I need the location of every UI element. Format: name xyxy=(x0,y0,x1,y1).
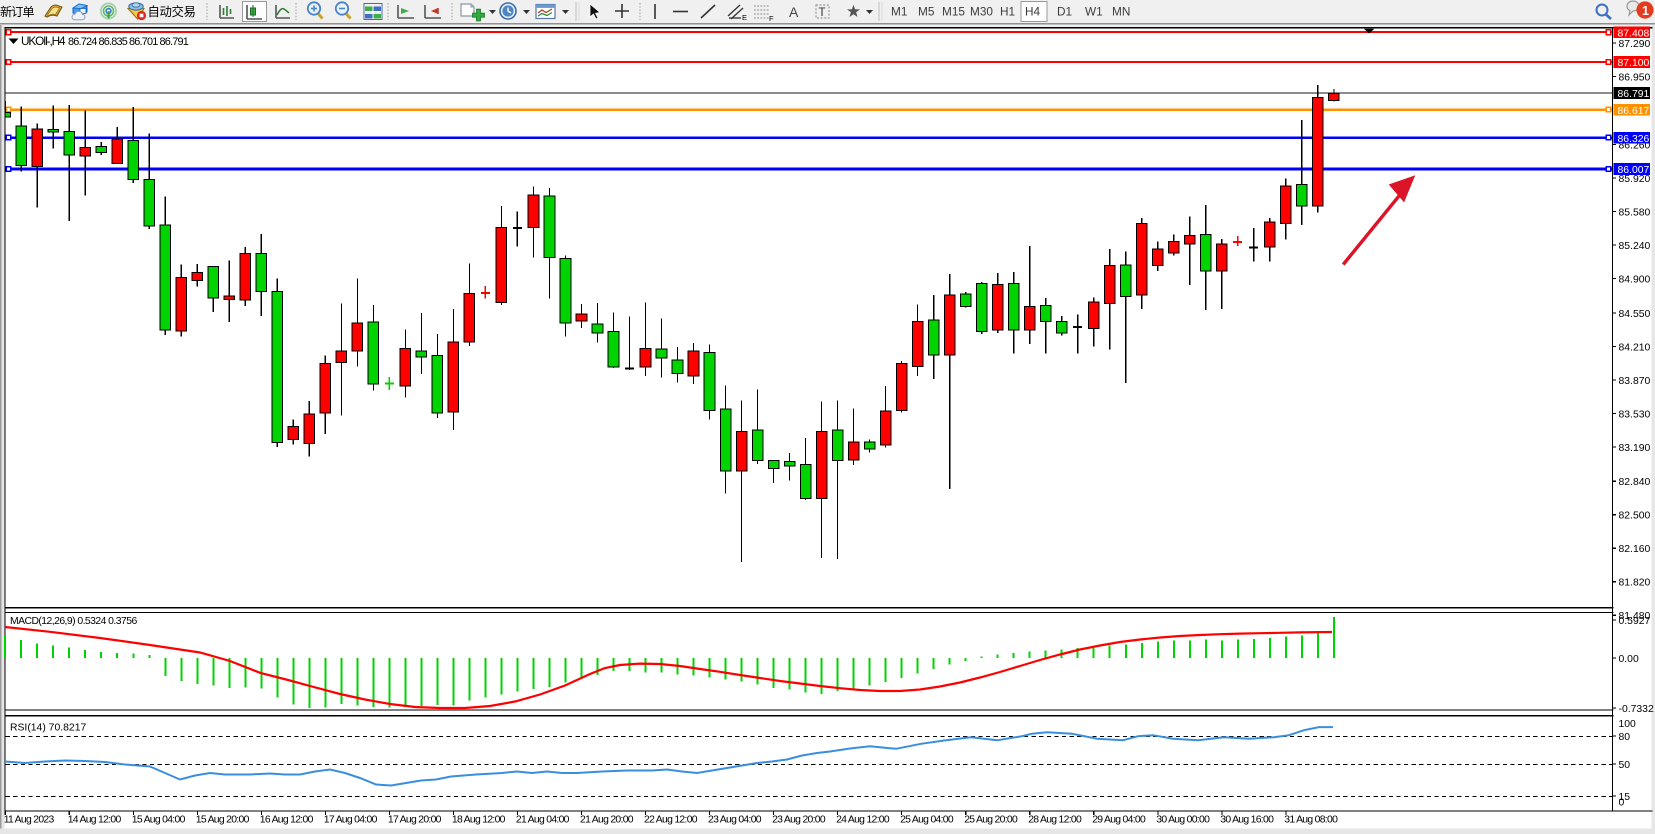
svg-text:81.480: 81.480 xyxy=(1619,611,1651,622)
svg-text:80: 80 xyxy=(1619,732,1631,743)
svg-text:31 Aug 08:00: 31 Aug 08:00 xyxy=(1284,815,1338,826)
svg-text:86.007: 86.007 xyxy=(1618,165,1650,176)
svg-text:0: 0 xyxy=(1619,798,1625,809)
svg-text:11 Aug 2023: 11 Aug 2023 xyxy=(4,815,55,826)
svg-text:MN: MN xyxy=(1112,5,1130,19)
svg-text:15: 15 xyxy=(1619,792,1631,803)
svg-text:50: 50 xyxy=(1619,760,1631,771)
svg-text:85.580: 85.580 xyxy=(1619,207,1651,218)
svg-text:86.326: 86.326 xyxy=(1618,134,1650,145)
svg-text:M30: M30 xyxy=(970,5,993,19)
svg-text:-0.7332: -0.7332 xyxy=(1619,704,1654,715)
svg-text:85.920: 85.920 xyxy=(1619,174,1651,185)
svg-text:H1: H1 xyxy=(1000,5,1015,19)
svg-text:87.100: 87.100 xyxy=(1618,58,1650,69)
svg-text:UKOIl-,H4: UKOIl-,H4 xyxy=(21,34,66,48)
svg-text:86.617: 86.617 xyxy=(1618,106,1650,117)
svg-text:83.870: 83.870 xyxy=(1619,376,1651,387)
svg-text:25 Aug 20:00: 25 Aug 20:00 xyxy=(964,815,1018,826)
svg-text:86.791: 86.791 xyxy=(1618,89,1650,100)
svg-text:84.550: 84.550 xyxy=(1619,309,1651,320)
svg-text:17 Aug 04:00: 17 Aug 04:00 xyxy=(324,815,378,826)
svg-text:82.840: 82.840 xyxy=(1619,477,1651,488)
svg-text:15 Aug 04:00: 15 Aug 04:00 xyxy=(132,815,186,826)
svg-text:30 Aug 16:00: 30 Aug 16:00 xyxy=(1220,815,1274,826)
svg-text:M1: M1 xyxy=(891,5,907,19)
svg-text:82.160: 82.160 xyxy=(1619,544,1651,555)
svg-text:87.290: 87.290 xyxy=(1619,39,1651,50)
svg-text:D1: D1 xyxy=(1057,5,1072,19)
svg-text:29 Aug 04:00: 29 Aug 04:00 xyxy=(1092,815,1146,826)
svg-text:新订单: 新订单 xyxy=(0,4,34,19)
svg-text:M15: M15 xyxy=(942,5,965,19)
svg-text:H4: H4 xyxy=(1025,5,1041,19)
svg-text:RSI(14) 70.8217: RSI(14) 70.8217 xyxy=(10,723,86,734)
svg-text:22 Aug 12:00: 22 Aug 12:00 xyxy=(644,815,698,826)
svg-text:21 Aug 20:00: 21 Aug 20:00 xyxy=(580,815,634,826)
svg-text:A: A xyxy=(789,4,799,20)
svg-text:0.00: 0.00 xyxy=(1619,654,1639,665)
svg-text:30 Aug 00:00: 30 Aug 00:00 xyxy=(1156,815,1210,826)
svg-text:17 Aug 20:00: 17 Aug 20:00 xyxy=(388,815,442,826)
svg-text:85.240: 85.240 xyxy=(1619,241,1651,252)
svg-text:1: 1 xyxy=(1642,4,1649,18)
svg-text:83.530: 83.530 xyxy=(1619,409,1651,420)
svg-text:81.820: 81.820 xyxy=(1619,578,1651,589)
svg-text:25 Aug 04:00: 25 Aug 04:00 xyxy=(900,815,954,826)
svg-text:100: 100 xyxy=(1619,719,1637,730)
svg-text:84.210: 84.210 xyxy=(1619,342,1651,353)
svg-text:E: E xyxy=(742,13,747,22)
svg-text:82.500: 82.500 xyxy=(1619,511,1651,522)
svg-text:0.5927: 0.5927 xyxy=(1619,616,1651,627)
svg-text:23 Aug 04:00: 23 Aug 04:00 xyxy=(708,815,762,826)
svg-text:86.260: 86.260 xyxy=(1619,140,1651,151)
svg-text:14 Aug 12:00: 14 Aug 12:00 xyxy=(68,815,122,826)
svg-text:24 Aug 12:00: 24 Aug 12:00 xyxy=(836,815,890,826)
svg-text:MACD(12,26,9) 0.5324 0.3756: MACD(12,26,9) 0.5324 0.3756 xyxy=(10,616,137,627)
svg-text:87.408: 87.408 xyxy=(1618,28,1650,39)
svg-text:21 Aug 04:00: 21 Aug 04:00 xyxy=(516,815,570,826)
svg-text:F: F xyxy=(769,14,774,23)
svg-text:18 Aug 12:00: 18 Aug 12:00 xyxy=(452,815,506,826)
svg-text:M5: M5 xyxy=(918,5,935,19)
svg-text:28 Aug 12:00: 28 Aug 12:00 xyxy=(1028,815,1082,826)
svg-text:23 Aug 20:00: 23 Aug 20:00 xyxy=(772,815,826,826)
svg-text:84.900: 84.900 xyxy=(1619,274,1651,285)
svg-text:W1: W1 xyxy=(1085,5,1103,19)
svg-text:83.190: 83.190 xyxy=(1619,443,1651,454)
svg-text:15 Aug 20:00: 15 Aug 20:00 xyxy=(196,815,250,826)
svg-text:自动交易: 自动交易 xyxy=(148,4,196,19)
svg-text:86.950: 86.950 xyxy=(1619,72,1651,83)
svg-text:T: T xyxy=(819,7,826,19)
svg-text:16 Aug 12:00: 16 Aug 12:00 xyxy=(260,815,314,826)
